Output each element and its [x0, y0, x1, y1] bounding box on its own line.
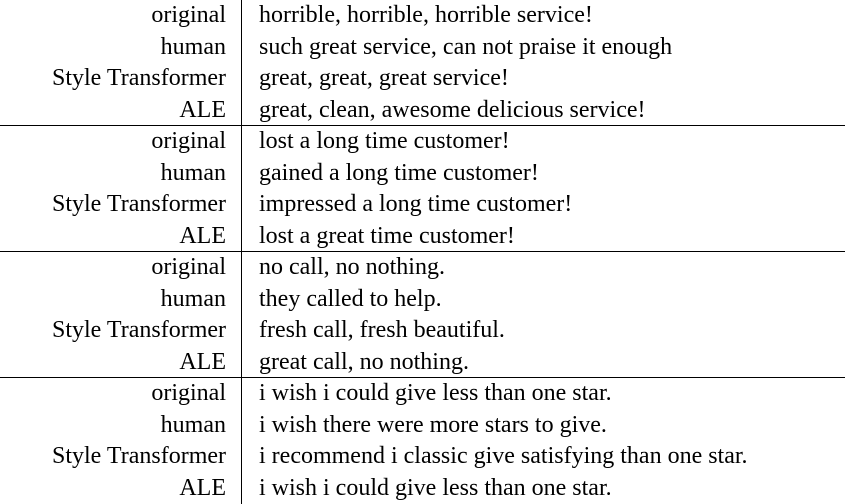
- table-row: ALE lost a great time customer!: [0, 221, 845, 253]
- row-sentence: great, great, great service!: [259, 65, 509, 91]
- row-sentence: impressed a long time customer!: [259, 191, 573, 217]
- row-label: ALE: [179, 348, 226, 375]
- table-row: ALE i wish i could give less than one sta…: [0, 473, 845, 504]
- row-sentence: i wish i could give less than one star.: [259, 380, 612, 406]
- row-label: Style Transformer: [52, 317, 226, 343]
- row-label: Style Transformer: [52, 191, 226, 217]
- row-label: original: [151, 254, 226, 280]
- group-divider: [0, 377, 845, 378]
- row-label: human: [160, 33, 226, 60]
- table-row: Style Transformer great, great, great ser…: [0, 63, 845, 95]
- row-label: ALE: [179, 222, 226, 249]
- row-sentence: i wish there were more stars to give.: [259, 411, 607, 438]
- row-sentence: great call, no nothing.: [259, 348, 469, 375]
- column-divider: [241, 0, 242, 504]
- row-sentence: horrible, horrible, horrible service!: [259, 2, 593, 28]
- row-sentence: they called to help.: [259, 285, 442, 312]
- row-sentence: gained a long time customer!: [259, 159, 539, 186]
- row-label: original: [151, 2, 226, 28]
- table-row: original i wish i could give less than on…: [0, 378, 845, 410]
- table-row: ALE great call, no nothing.: [0, 347, 845, 379]
- row-sentence: lost a great time customer!: [259, 222, 515, 249]
- row-label: human: [160, 411, 226, 438]
- table-row: human gained a long time customer!: [0, 158, 845, 190]
- row-label: original: [151, 380, 226, 406]
- example-group: original horrible, horrible, horrible ser…: [0, 0, 845, 126]
- row-sentence: i recommend i classic give satisfying th…: [259, 443, 748, 469]
- table-row: original no call, no nothing.: [0, 252, 845, 284]
- table-row: original horrible, horrible, horrible ser…: [0, 0, 845, 32]
- row-label: human: [160, 285, 226, 312]
- row-label: ALE: [179, 474, 226, 501]
- row-sentence: lost a long time customer!: [259, 128, 510, 154]
- table-row: ALE great, clean, awesome delicious servi…: [0, 95, 845, 127]
- example-group: original i wish i could give less than on…: [0, 378, 845, 504]
- table-row: human they called to help.: [0, 284, 845, 316]
- row-label: human: [160, 159, 226, 186]
- table-row: Style Transformer i recommend i classic g…: [0, 441, 845, 473]
- row-label: Style Transformer: [52, 443, 226, 469]
- group-divider: [0, 125, 845, 126]
- table-row: original lost a long time customer!: [0, 126, 845, 158]
- table-row: Style Transformer impressed a long time c…: [0, 189, 845, 221]
- row-sentence: no call, no nothing.: [259, 254, 445, 280]
- example-group: original no call, no nothing. human they ca…: [0, 252, 845, 378]
- table-row: human such great service, can not praise …: [0, 32, 845, 64]
- row-label: original: [151, 128, 226, 154]
- row-label: ALE: [179, 96, 226, 123]
- table-row: human i wish there were more stars to giv…: [0, 410, 845, 442]
- example-group: original lost a long time customer! human g…: [0, 126, 845, 252]
- row-sentence: i wish i could give less than one star.: [259, 474, 612, 501]
- table-row: Style Transformer fresh call, fresh beaut…: [0, 315, 845, 347]
- row-label: Style Transformer: [52, 65, 226, 91]
- row-sentence: such great service, can not praise it en…: [259, 33, 673, 60]
- row-sentence: great, clean, awesome delicious service!: [259, 96, 646, 123]
- group-divider: [0, 251, 845, 252]
- row-sentence: fresh call, fresh beautiful.: [259, 317, 505, 343]
